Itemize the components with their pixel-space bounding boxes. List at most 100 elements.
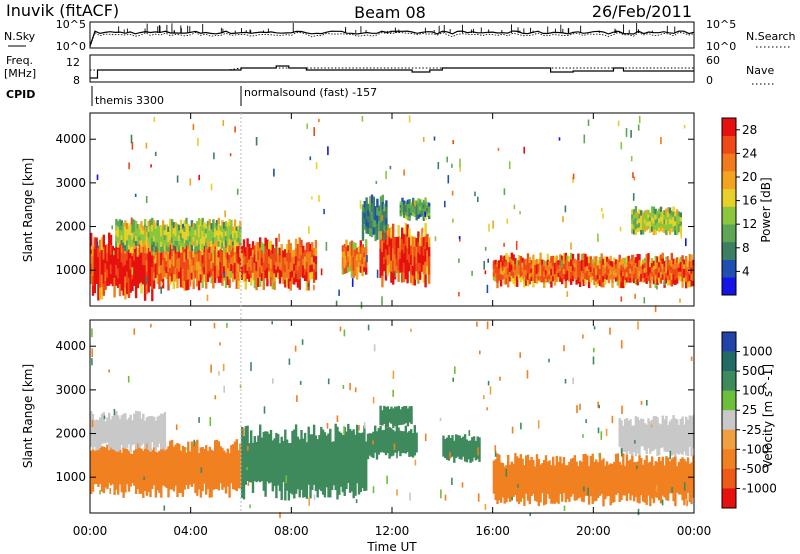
heatmap-speckle bbox=[372, 486, 375, 494]
heatmap-cell bbox=[498, 268, 501, 273]
heatmap-cell bbox=[505, 253, 508, 260]
heatmap-cell bbox=[559, 259, 562, 266]
heatmap-cell bbox=[404, 436, 407, 443]
heatmap-cell bbox=[557, 272, 560, 277]
heatmap-cell bbox=[293, 263, 296, 271]
heatmap-cell bbox=[663, 471, 666, 479]
heatmap-speckle bbox=[605, 428, 608, 436]
heatmap-cell bbox=[537, 263, 540, 268]
heatmap-cell bbox=[372, 196, 375, 205]
heatmap-cell bbox=[334, 450, 337, 464]
heatmap-cell bbox=[100, 249, 104, 263]
heatmap-cell bbox=[422, 255, 425, 265]
heatmap-cell bbox=[663, 276, 666, 283]
heatmap-cell bbox=[154, 254, 158, 263]
heatmap-cell bbox=[226, 267, 229, 277]
heatmap-cell bbox=[385, 223, 388, 231]
heatmap-cell bbox=[532, 466, 535, 474]
heatmap-cell bbox=[672, 226, 675, 232]
heatmap-cell bbox=[237, 241, 240, 246]
heatmap-cell bbox=[99, 263, 102, 276]
heatmap-cell bbox=[641, 493, 645, 502]
heatmap-cell bbox=[595, 459, 598, 469]
heatmap-cell bbox=[677, 442, 681, 449]
heatmap-cell bbox=[113, 257, 116, 269]
heatmap-cell bbox=[113, 248, 116, 259]
heatmap-cell bbox=[217, 217, 220, 224]
heatmap-cell bbox=[690, 260, 693, 268]
heatmap-cell bbox=[634, 476, 638, 484]
heatmap-cell bbox=[312, 268, 316, 276]
heatmap-cell bbox=[298, 450, 301, 463]
heatmap-cell bbox=[194, 482, 197, 494]
heatmap-cell bbox=[384, 448, 388, 456]
heatmap-cell bbox=[156, 255, 159, 266]
heatmap-cell bbox=[620, 420, 623, 428]
heatmap-cell bbox=[656, 214, 659, 219]
heatmap-cell bbox=[537, 275, 540, 281]
heatmap-cell bbox=[143, 431, 147, 438]
heatmap-cell bbox=[634, 267, 638, 274]
heatmap-cell bbox=[170, 219, 174, 226]
heatmap-cell bbox=[99, 275, 102, 288]
heatmap-cell bbox=[532, 486, 535, 495]
heatmap-cell bbox=[145, 282, 149, 294]
heatmap-cell bbox=[656, 490, 659, 498]
heatmap-cell bbox=[609, 265, 612, 271]
heatmap-speckle bbox=[91, 348, 93, 357]
heatmap-cell bbox=[156, 434, 159, 442]
heatmap-cell bbox=[345, 246, 348, 254]
heatmap-cell bbox=[228, 218, 231, 226]
heatmap-cell bbox=[652, 265, 656, 271]
heatmap-cell bbox=[183, 447, 186, 456]
heatmap-speckle bbox=[403, 169, 405, 176]
heatmap-cell bbox=[169, 469, 172, 480]
heatmap-cell bbox=[679, 225, 682, 231]
power-colorbar-label: Power [dB] bbox=[759, 177, 773, 242]
heatmap-cell bbox=[647, 462, 650, 470]
heatmap-cell bbox=[199, 219, 203, 227]
heatmap-cell bbox=[363, 438, 366, 453]
heatmap-cell bbox=[124, 238, 127, 246]
heatmap-cell bbox=[143, 288, 147, 301]
heatmap-speckle bbox=[548, 358, 550, 363]
heatmap-cell bbox=[665, 229, 668, 236]
heatmap-speckle bbox=[381, 215, 384, 221]
heatmap-cell bbox=[115, 243, 118, 255]
heatmap-cell bbox=[158, 437, 161, 444]
heatmap-cell bbox=[658, 227, 661, 233]
heatmap-cell bbox=[658, 448, 661, 456]
heatmap-cell bbox=[656, 218, 659, 223]
heatmap-cell bbox=[534, 269, 537, 274]
heatmap-cell bbox=[201, 271, 204, 280]
heatmap-speckle bbox=[424, 211, 426, 217]
heatmap-cell bbox=[341, 469, 345, 481]
heatmap-cell bbox=[357, 251, 361, 257]
heatmap-cell bbox=[291, 443, 294, 457]
heatmap-cell bbox=[544, 273, 548, 279]
heatmap-cell bbox=[552, 493, 555, 504]
heatmap-cell bbox=[309, 264, 312, 273]
heatmap-speckle bbox=[213, 152, 215, 160]
heatmap-cell bbox=[422, 203, 425, 209]
heatmap-cell bbox=[683, 263, 686, 269]
heatmap-speckle bbox=[499, 376, 501, 381]
heatmap-cell bbox=[659, 424, 663, 430]
heatmap-cell bbox=[634, 432, 638, 441]
heatmap-cell bbox=[501, 463, 505, 471]
heatmap-cell bbox=[584, 260, 587, 267]
heatmap-cell bbox=[104, 463, 107, 472]
heatmap-cell bbox=[611, 463, 614, 473]
heatmap-cell bbox=[329, 483, 332, 498]
heatmap-cell bbox=[120, 438, 123, 445]
heatmap-cell bbox=[632, 425, 636, 432]
heatmap-cell bbox=[499, 494, 503, 503]
heatmap-cell bbox=[264, 237, 267, 247]
heatmap-cell bbox=[300, 254, 303, 263]
heatmap-cell bbox=[643, 439, 647, 445]
heatmap-cell bbox=[406, 199, 410, 205]
heatmap-cell bbox=[293, 443, 296, 458]
heatmap-cell bbox=[404, 416, 408, 420]
heatmap-cell bbox=[138, 462, 141, 474]
heatmap-cell bbox=[501, 469, 505, 478]
